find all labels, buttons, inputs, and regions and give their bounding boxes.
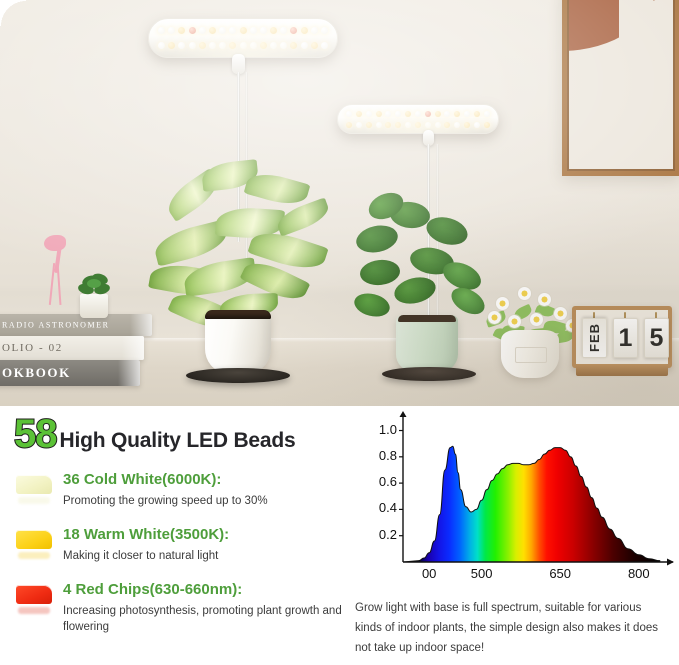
y-axis-tick-label: 0.2: [378, 526, 397, 542]
led-bead-title: 18 Warm White(3500K):: [63, 526, 230, 544]
led-bead-title: 36 Cold White(6000K):: [63, 471, 222, 488]
led-bead-item-red-chips: 4 Red Chips(630-660nm): Increasing photo…: [14, 581, 350, 635]
led-bead-desc: Promoting the growing speed up to 30%: [63, 494, 268, 507]
bead-row: [158, 39, 328, 52]
lower-led-panel: [337, 104, 499, 376]
calendar-month: FEB: [582, 318, 607, 358]
upper-led-bead-grid: [158, 24, 328, 52]
calendar-frame: FEB 1 5: [572, 306, 672, 368]
y-axis-tick-label: 0.6: [378, 474, 397, 490]
photo-rounded-corner: [0, 0, 26, 26]
spectrum-chart-section: 0.2 0.4 0.6 0.8 1.0 00 500 650 800 Grow light wi…: [355, 410, 675, 658]
led-chip-cold-white-icon: [14, 473, 54, 504]
led-bead-title: 4 Red Chips(630-660nm):: [63, 581, 243, 599]
upper-led-panel: [148, 18, 338, 272]
plant-base-disc-a: [186, 368, 290, 383]
desk-calendar: FEB 1 5: [572, 306, 672, 378]
book-title: RADIO ASTRONOMER: [2, 320, 110, 330]
bead-row: [346, 120, 490, 129]
x-axis-tick-label: 650: [549, 566, 572, 581]
led-bead-item-cold-white: 36 Cold White(6000K): Promoting the grow…: [14, 471, 350, 509]
plant-peperomia: [350, 187, 490, 335]
led-bead-desc: Increasing photosynthesis, promoting pla…: [63, 604, 342, 634]
spectrum-outline: [402, 445, 661, 563]
led-bead-count: 58: [13, 412, 58, 456]
calendar-base: [576, 364, 668, 376]
plant-pot-white: [205, 310, 271, 372]
spectrum-area: [403, 446, 660, 562]
x-axis-arrow: [667, 558, 674, 566]
info-panel: 58 High Quality LED Beads 36 Cold White(…: [0, 406, 679, 665]
y-axis-tick-label: 0.8: [378, 447, 397, 463]
calendar-day-ones: 5: [644, 318, 669, 358]
book-spine: OKBOOK: [0, 360, 140, 386]
book-spine: OLIO - 02: [0, 336, 144, 360]
led-bead-desc: Making it closer to natural light: [63, 549, 219, 562]
led-chip-warm-white-icon: [14, 528, 54, 560]
book-title: OKBOOK: [2, 365, 71, 380]
led-chip-red-icon: [14, 583, 54, 615]
spectrum-chart-caption: Grow light with base is full spectrum, s…: [355, 602, 658, 655]
upper-led-panel-head: [148, 18, 338, 58]
book-title: OLIO - 02: [2, 342, 63, 354]
led-beads-headline-text: High Quality LED Beads: [59, 429, 296, 452]
y-axis-arrow: [399, 411, 407, 417]
bead-row: [346, 109, 490, 118]
product-photo: RADIO ASTRONOMER OLIO - 02 OKBOOK: [0, 0, 679, 406]
plant-pot-cream: [501, 330, 559, 378]
x-axis-tick-label: 00: [421, 566, 437, 581]
succulent-plant: [72, 268, 116, 318]
y-axis-tick-label: 0.4: [378, 500, 397, 516]
lower-led-bead-grid: [346, 109, 490, 129]
spectrum-chart-svg: [399, 411, 674, 566]
plant-base-disc-b: [382, 367, 476, 381]
spectrum-chart: 0.2 0.4 0.6 0.8 1.0 00 500 650 800: [355, 410, 675, 590]
calendar-day-tens: 1: [613, 318, 638, 358]
bead-row: [158, 24, 328, 37]
wall-art-curve: [619, 0, 675, 47]
flamingo-ornament: [40, 233, 74, 315]
lower-led-panel-head: [337, 104, 499, 134]
led-bead-item-warm-white: 18 Warm White(3500K): Making it closer t…: [14, 526, 350, 564]
y-axis-tick-label: 1.0: [378, 421, 397, 437]
x-axis-tick-label: 500: [470, 566, 493, 581]
wall-art-frame: [562, 0, 679, 176]
x-axis-tick-label: 800: [627, 566, 650, 581]
upper-panel-joint: [232, 54, 245, 74]
led-beads-headline: 58 High Quality LED Beads: [13, 412, 350, 456]
led-beads-section: 58 High Quality LED Beads 36 Cold White(…: [13, 412, 350, 636]
book-stack: RADIO ASTRONOMER OLIO - 02 OKBOOK: [0, 314, 156, 386]
plant-pot-sage: [396, 315, 458, 371]
